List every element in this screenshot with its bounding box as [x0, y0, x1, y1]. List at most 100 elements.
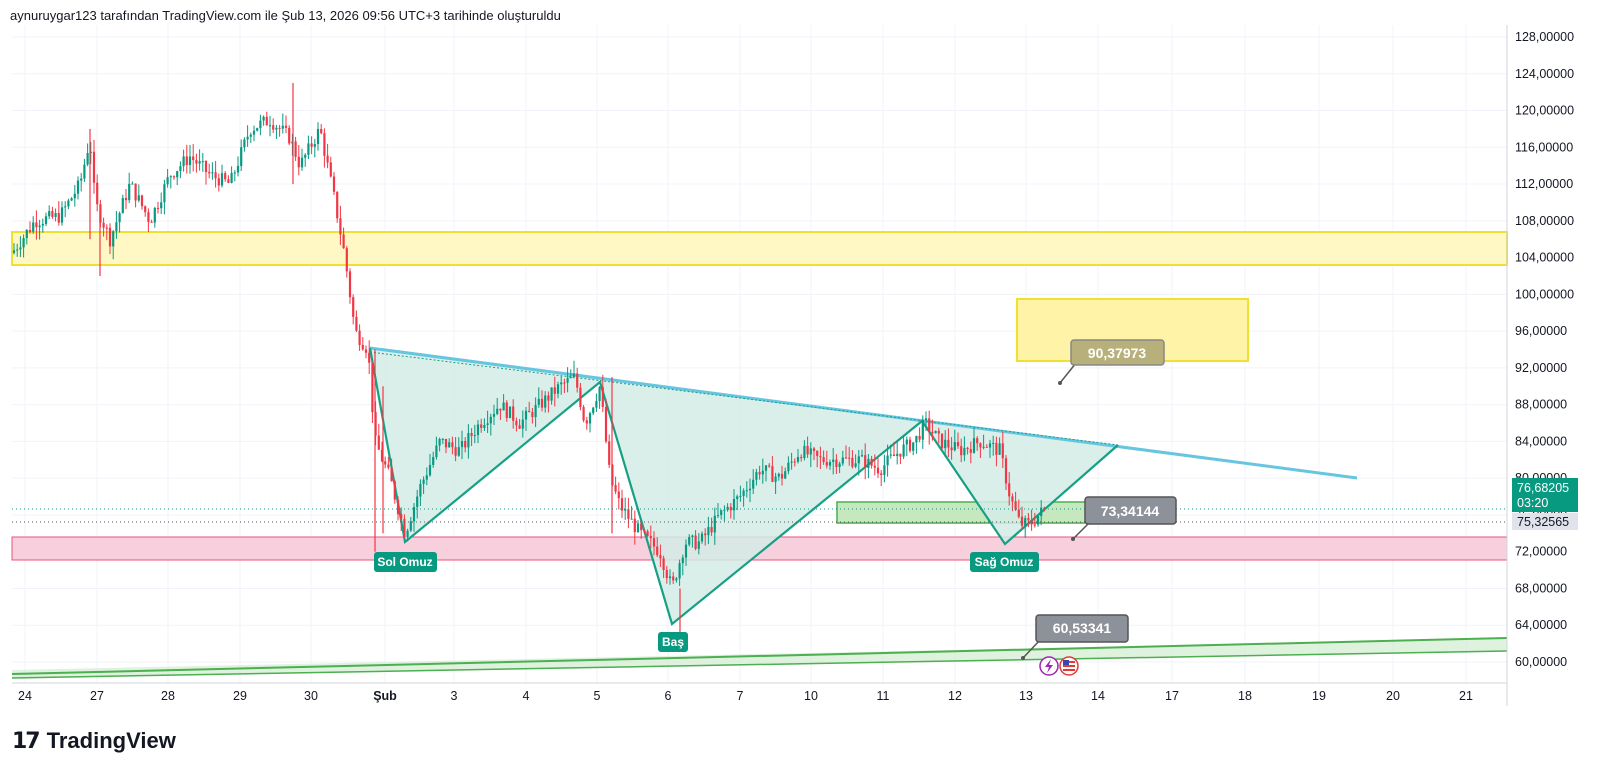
- candle-body: [144, 206, 147, 213]
- callout-low[interactable]: 60,53341: [1021, 614, 1129, 660]
- candle-body: [748, 488, 752, 491]
- grid: [12, 25, 1507, 683]
- candle-body: [656, 546, 659, 556]
- candle-body: [777, 473, 780, 477]
- candle-body: [281, 125, 284, 129]
- candle-body: [774, 476, 777, 482]
- candle-body: [848, 457, 851, 459]
- candle-body: [1036, 516, 1040, 525]
- candle-body: [614, 485, 617, 492]
- candle-body: [1040, 507, 1043, 517]
- candle-body: [307, 143, 310, 155]
- candle-body: [608, 441, 611, 465]
- candle-body: [35, 222, 38, 228]
- candle-body: [992, 442, 995, 444]
- label-sol-omuz[interactable]: Sol Omuz: [374, 552, 437, 572]
- candle-body: [128, 183, 131, 201]
- x-tick-label: 10: [804, 689, 818, 703]
- candle-body: [822, 457, 825, 463]
- candle-body: [1014, 501, 1017, 510]
- candle-body: [828, 461, 832, 466]
- candle-body: [988, 443, 992, 448]
- candle-body: [940, 433, 944, 449]
- candle-body: [902, 444, 905, 457]
- label-sag-omuz[interactable]: Sağ Omuz: [970, 552, 1039, 572]
- tradingview-logo[interactable]: 17 TradingView: [12, 728, 176, 754]
- x-tick-label: 12: [948, 689, 962, 703]
- candle-body: [192, 156, 195, 161]
- candle-body: [1033, 524, 1036, 526]
- candle-body: [937, 430, 940, 434]
- candle-body: [492, 413, 496, 417]
- candle-body: [531, 412, 534, 418]
- label-bas[interactable]: Baş: [658, 632, 688, 652]
- candle-body: [630, 518, 633, 520]
- y-tick-label: 108,00000: [1515, 214, 1574, 228]
- candle-body: [707, 527, 710, 536]
- pattern-area-left: [370, 348, 600, 542]
- lightning-event-icon[interactable]: [1039, 656, 1059, 676]
- candle-body: [876, 467, 880, 474]
- candle-body: [48, 211, 51, 217]
- candle-body: [176, 171, 179, 178]
- x-tick-label: 4: [523, 689, 530, 703]
- candle-body: [544, 395, 547, 408]
- candle-body: [160, 202, 163, 209]
- candle-body: [636, 523, 640, 533]
- candle-body: [649, 535, 652, 539]
- time-axis[interactable]: 24 27 28 29 30 Şub 3 4 5 6 7 10 11 12 13 14 17 18 19 20 21: [18, 689, 1473, 703]
- candle-body: [137, 195, 140, 201]
- candle-body: [540, 398, 544, 408]
- x-tick-label: 6: [665, 689, 672, 703]
- candle-body: [499, 408, 502, 411]
- candle-body: [873, 465, 876, 468]
- candle-body: [854, 463, 857, 467]
- candle-body: [259, 120, 262, 129]
- y-tick-label: 116,00000: [1515, 140, 1573, 154]
- candle-body: [601, 387, 604, 407]
- us-flag-event-icon[interactable]: [1059, 656, 1079, 676]
- candle-body: [313, 144, 316, 147]
- candle-body: [44, 216, 48, 224]
- candle-body: [364, 349, 368, 353]
- candle-body: [732, 499, 736, 511]
- candle-body: [278, 127, 281, 129]
- candle-body: [640, 523, 643, 531]
- resistance-zone[interactable]: [11, 231, 1508, 266]
- candle-body: [844, 457, 848, 459]
- rising-channel-upper[interactable]: [11, 637, 1508, 675]
- candle-body: [998, 443, 1001, 455]
- candle-body: [67, 200, 70, 207]
- candle-body: [38, 225, 41, 228]
- green-zone[interactable]: [836, 501, 1108, 524]
- candle-body: [240, 147, 243, 166]
- candle-body: [800, 456, 803, 459]
- candle-body: [534, 404, 537, 418]
- candle-body: [332, 176, 336, 192]
- candle-body: [201, 161, 204, 163]
- candle-body: [505, 402, 508, 418]
- y-tick-label: 64,00000: [1515, 618, 1567, 632]
- candle-body: [745, 490, 748, 492]
- x-tick-label: 18: [1238, 689, 1252, 703]
- candle-body: [512, 406, 515, 421]
- candle-body: [835, 459, 838, 468]
- candle-body: [995, 442, 998, 455]
- candle-body: [646, 531, 649, 536]
- candle-body: [470, 433, 473, 436]
- callout-target[interactable]: 90,37973: [1058, 339, 1165, 385]
- callout-mid[interactable]: 73,34144: [1071, 496, 1177, 541]
- pattern-zigzag[interactable]: [368, 347, 1119, 626]
- trendline-dotted[interactable]: [369, 351, 1119, 446]
- candle-body: [620, 498, 624, 511]
- candle-body: [550, 387, 553, 401]
- candle-body: [915, 435, 918, 443]
- candle-body: [166, 177, 169, 185]
- candle-body: [384, 461, 387, 465]
- candle-body: [425, 475, 428, 480]
- price-axis[interactable]: 128,00000 124,00000 120,00000 116,00000 112,…: [1515, 30, 1574, 669]
- candle-body: [976, 438, 979, 444]
- candle-body: [556, 384, 560, 394]
- rising-channel-lower[interactable]: [11, 650, 1508, 679]
